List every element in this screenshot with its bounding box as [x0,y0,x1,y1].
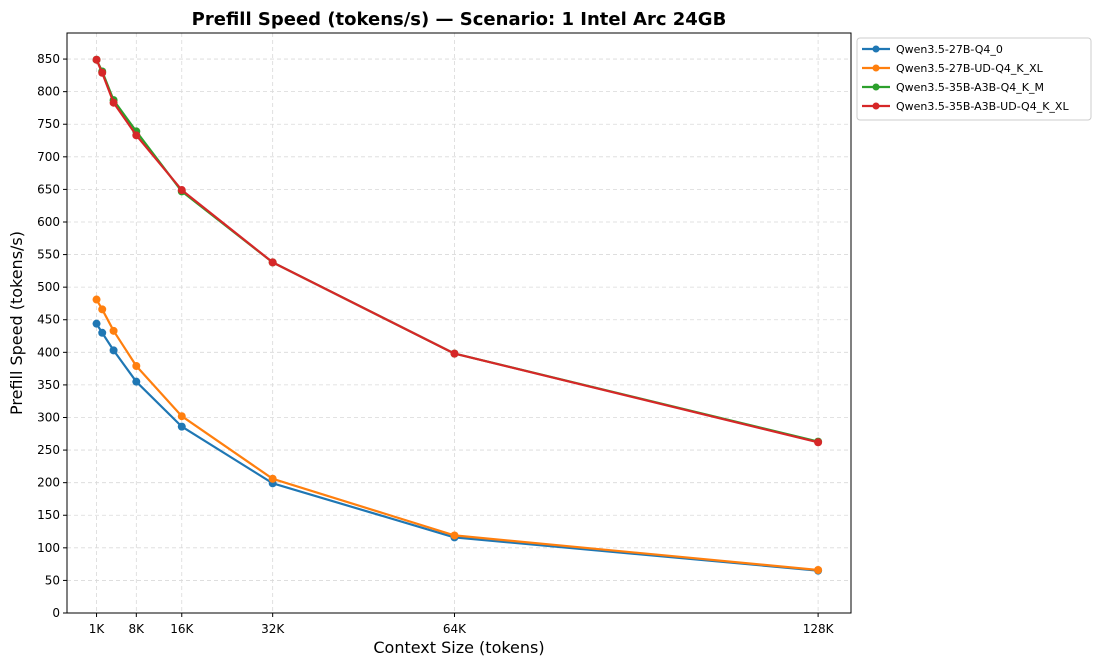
data-point [98,305,107,314]
y-tick-label: 550 [37,248,60,262]
data-point [814,565,823,574]
data-point [268,258,277,267]
x-tick-label: 16K [170,622,194,636]
legend-swatch-marker [872,102,880,110]
legend-label: Qwen3.5-35B-A3B-Q4_K_M [896,81,1044,94]
series-4 [92,55,823,447]
x-axis-label: Context Size (tokens) [373,638,544,657]
series-line [95,298,819,572]
y-tick-label: 300 [37,410,60,424]
y-tick-label: 400 [37,345,60,359]
series-line [95,59,819,444]
y-tick-label: 0 [52,606,60,620]
legend-item: Qwen3.5-35B-A3B-Q4_K_M [862,81,1044,94]
data-point [177,186,186,195]
y-axis-label: Prefill Speed (tokens/s) [7,231,26,415]
plot-frame [66,32,852,614]
data-point [132,131,141,140]
legend-label: Qwen3.5-27B-UD-Q4_K_XL [896,62,1044,75]
y-tick-label: 850 [37,52,60,66]
legend-item: Qwen3.5-27B-UD-Q4_K_XL [862,62,1044,75]
legend-swatch-marker [872,45,880,53]
legend: Qwen3.5-27B-Q4_0 Qwen3.5-27B-UD-Q4_K_XL Qw… [856,37,1092,121]
data-point [177,422,186,431]
legend-swatch-marker [872,83,880,91]
data-point [132,377,141,386]
series-layer [92,55,823,575]
y-tick-label: 350 [37,378,60,392]
x-axis: 1K 8K 16K 32K 64K 128K [89,613,835,636]
legend-item: Qwen3.5-27B-Q4_0 [862,43,1003,56]
y-tick-label: 650 [37,182,60,196]
chart-title: Prefill Speed (tokens/s) — Scenario: 1 I… [192,9,727,30]
data-point [92,55,101,64]
data-point [268,474,277,483]
x-tick-label: 32K [261,622,285,636]
y-tick-label: 100 [37,541,60,555]
y-tick-label: 50 [45,573,60,587]
data-point [814,438,823,447]
data-point [109,326,118,335]
y-tick-label: 500 [37,280,60,294]
x-tick-label: 1K [89,622,106,636]
data-point [132,362,141,371]
legend-label: Qwen3.5-35B-A3B-UD-Q4_K_XL [896,100,1069,113]
data-point [450,531,459,540]
data-point [109,98,118,107]
data-point [92,319,101,328]
grid-lines [67,33,851,614]
y-tick-label: 700 [37,150,60,164]
data-point [450,349,459,358]
y-tick-label: 800 [37,85,60,99]
y-tick-label: 450 [37,313,60,327]
y-axis: 0 50 100 150 200 250 300 350 400 450 500 550 600 650 7… [37,52,67,620]
data-point [98,68,107,77]
y-tick-label: 150 [37,508,60,522]
y-tick-label: 600 [37,215,60,229]
legend-swatch-marker [872,64,880,72]
legend-label: Qwen3.5-27B-Q4_0 [896,43,1003,56]
data-point [177,412,186,421]
data-point [98,328,107,337]
data-point [92,295,101,304]
y-tick-label: 250 [37,443,60,457]
legend-item: Qwen3.5-35B-A3B-UD-Q4_K_XL [862,100,1069,113]
y-tick-label: 200 [37,476,60,490]
y-tick-label: 750 [37,117,60,131]
series-2 [92,295,823,574]
x-tick-label: 64K [443,622,467,636]
data-point [109,346,118,355]
legend-box [856,37,1092,121]
x-tick-label: 128K [803,622,835,636]
x-tick-label: 8K [129,622,146,636]
